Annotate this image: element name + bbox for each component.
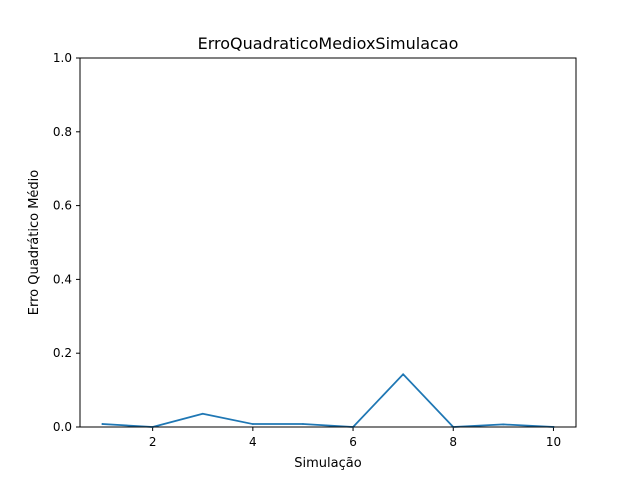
x-tick-label: 10 [546,435,561,449]
data-point [201,412,204,415]
data-point [101,423,104,425]
plot-area: 2 4 6 8 10 0.0 0.2 0.4 0.6 0.8 1.0 [53,51,577,449]
y-tick-label: 0.4 [53,272,72,286]
y-tick-label: 0.0 [53,420,72,434]
y-axis: 0.0 0.2 0.4 0.6 0.8 1.0 [53,51,80,434]
y-axis-label: Erro Quadrático Médio [27,170,42,315]
data-point [251,423,254,425]
series-line [101,373,555,428]
x-tick-label: 6 [349,435,357,449]
x-tick-label: 2 [149,435,157,449]
data-point [302,423,304,425]
y-tick-label: 0.8 [53,125,72,139]
x-axis-label: Simulação [294,456,361,471]
y-tick-label: 0.2 [53,346,72,360]
x-tick-label: 8 [449,435,457,449]
x-tick-label: 4 [249,435,257,449]
y-tick-label: 0.6 [53,199,72,213]
data-point [502,423,505,426]
y-tick-label: 1.0 [53,51,72,65]
plot-frame [79,57,577,428]
chart-title: ErroQuadraticoMedioxSimulacao [198,34,459,53]
data-point [402,373,405,376]
x-axis: 2 4 6 8 10 [149,427,561,449]
